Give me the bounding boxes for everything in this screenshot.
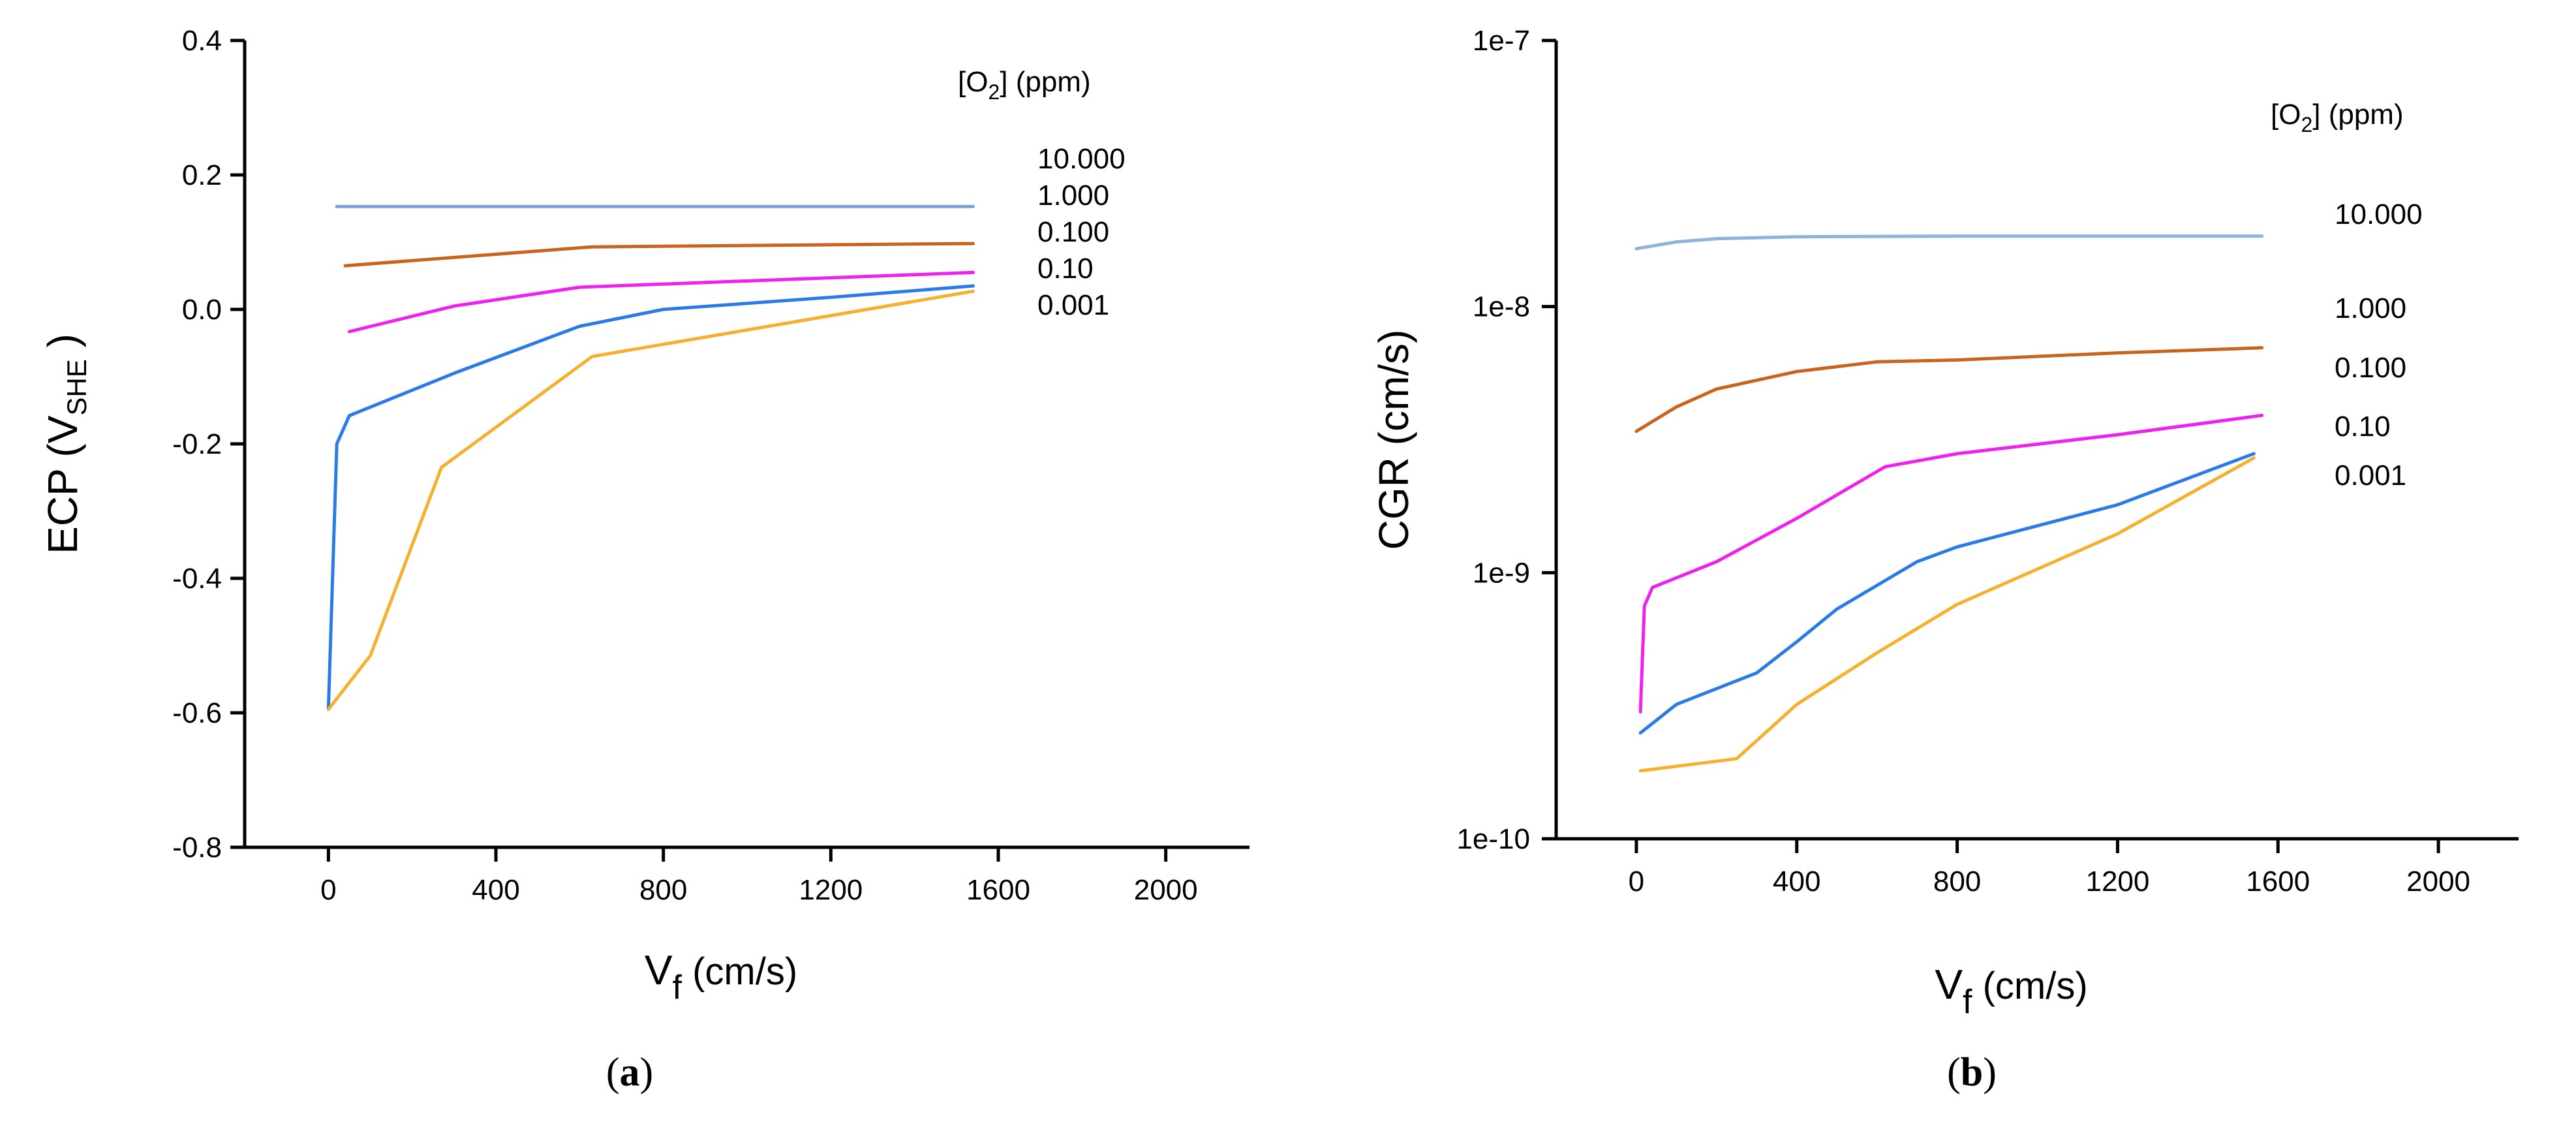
x-axis-label-text: V	[645, 946, 673, 993]
y-axis-label-end: )	[39, 334, 86, 359]
legend-label: 10.000	[1037, 143, 1126, 175]
y-tick-label: -0.8	[172, 832, 222, 864]
x-axis-label: Vf (cm/s)	[645, 946, 797, 1007]
legend-label: 0.100	[2335, 352, 2406, 384]
y-tick-label: -0.4	[172, 563, 222, 595]
x-axis-label-subscript: f	[1963, 983, 1972, 1021]
legend-title-end: ] (ppm)	[2312, 99, 2403, 131]
legend-title-text: [O	[958, 66, 988, 98]
legend-label: 1.000	[2335, 292, 2406, 324]
series-line-0-10	[1638, 452, 2256, 735]
x-tick-label: 1200	[799, 874, 863, 906]
x-tick-label: 1200	[2085, 866, 2149, 898]
y-tick-label: 1e-8	[1473, 291, 1530, 323]
y-tick-label: 0.2	[182, 159, 222, 191]
legend-label: 1.000	[1037, 180, 1109, 211]
x-tick-label: 2000	[1134, 874, 1198, 906]
legend-label: 0.001	[2335, 460, 2406, 492]
y-tick-label: 1e-10	[1456, 823, 1530, 855]
legend-title-text: [O	[2271, 99, 2301, 131]
y-axis-label-text: ECP (V	[39, 415, 86, 554]
x-axis-label: Vf (cm/s)	[1935, 961, 2087, 1021]
x-tick-label: 0	[320, 874, 336, 906]
x-tick-label: 1600	[966, 874, 1030, 906]
x-axis-label-subscript: f	[673, 969, 682, 1007]
x-tick-label: 800	[639, 874, 687, 906]
series-line-0-100	[347, 270, 975, 334]
caption-open-paren: (	[606, 1050, 620, 1095]
x-axis-label-unit: (cm/s)	[682, 950, 797, 993]
y-axis-label-text: CGR (cm/s)	[1370, 330, 1417, 550]
y-axis-label-subscript: SHE	[61, 359, 92, 415]
legend-label: 0.001	[1037, 289, 1109, 321]
caption-close-paren: )	[1983, 1050, 1997, 1095]
series-line-1-000	[1634, 346, 2264, 433]
x-tick-label: 800	[1933, 866, 1981, 898]
y-tick-label: -0.6	[172, 697, 222, 729]
panel-a-ecp-chart: 0 400 800 1200 1600 2000 -0.8 -0.6 -0.4 -0.2 0.0 0.…	[39, 25, 1250, 1095]
legend-label: 0.100	[1037, 216, 1109, 248]
series-line-0-100	[1638, 413, 2264, 713]
legend-label: 10.000	[2335, 198, 2423, 230]
legend-title-subscript: 2	[988, 80, 1000, 104]
x-axis-label-unit: (cm/s)	[1972, 965, 2087, 1007]
series-line-1-000	[343, 242, 975, 268]
legend-title-subscript: 2	[2301, 113, 2312, 136]
x-tick-label: 400	[1773, 866, 1820, 898]
legend-title: [O2] (ppm)	[2271, 99, 2404, 136]
caption-letter: b	[1961, 1050, 1983, 1095]
legend-label: 0.10	[2335, 411, 2391, 443]
series-line-10-000	[1634, 234, 2264, 251]
panel-b-cgr-chart: 0 400 800 1200 1600 2000 1e-10 1e-9 1e-8 1e-7 [O2]…	[1370, 25, 2519, 1095]
y-tick-label: 1e-7	[1473, 25, 1530, 57]
legend-title-end: ] (ppm)	[1000, 66, 1090, 98]
y-tick-label: 0.0	[182, 294, 222, 326]
x-axis-label-text: V	[1935, 961, 1963, 1008]
panel-caption: (a)	[606, 1050, 653, 1095]
x-tick-label: 400	[472, 874, 519, 906]
series-line-0-001	[326, 289, 975, 712]
caption-close-paren: )	[640, 1050, 654, 1095]
y-axis-label: ECP (VSHE )	[39, 334, 92, 554]
caption-letter: a	[620, 1050, 640, 1095]
series-line-0-10	[326, 284, 975, 712]
x-tick-label: 2000	[2406, 866, 2470, 898]
y-tick-label: 1e-9	[1473, 557, 1530, 589]
panel-caption: (b)	[1947, 1050, 1997, 1095]
y-tick-label: -0.2	[172, 428, 222, 460]
x-tick-label: 1600	[2246, 866, 2310, 898]
caption-open-paren: (	[1947, 1050, 1961, 1095]
y-axis-label: CGR (cm/s)	[1370, 330, 1417, 550]
x-tick-label: 0	[1629, 866, 1644, 898]
series-line-0-001	[1638, 456, 2256, 773]
legend-label: 0.10	[1037, 253, 1094, 285]
legend-title: [O2] (ppm)	[958, 66, 1091, 104]
y-tick-label: 0.4	[182, 25, 222, 57]
